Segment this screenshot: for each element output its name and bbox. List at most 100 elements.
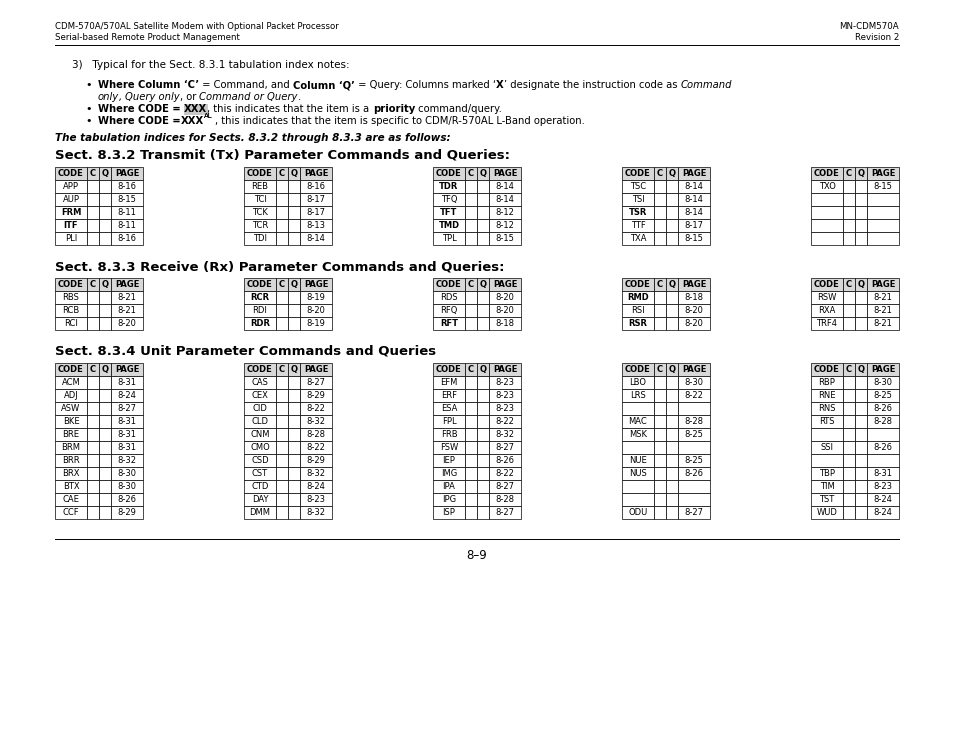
Bar: [866, 167, 898, 180]
Text: 8-14: 8-14: [495, 182, 514, 191]
Bar: [87, 167, 99, 180]
Text: 8-15: 8-15: [495, 234, 514, 243]
Bar: [678, 167, 709, 180]
Bar: [299, 441, 332, 454]
Bar: [866, 493, 898, 506]
Bar: [810, 428, 842, 441]
Bar: [854, 180, 866, 193]
Text: CLD: CLD: [252, 417, 268, 426]
Bar: [621, 506, 654, 519]
Text: The tabulation indices for Sects. 8.3.2 through 8.3.3 are as follows:: The tabulation indices for Sects. 8.3.2 …: [55, 133, 450, 143]
Text: RTS: RTS: [819, 417, 834, 426]
Bar: [621, 376, 654, 389]
Text: 8-27: 8-27: [684, 508, 702, 517]
Bar: [854, 415, 866, 428]
Bar: [854, 278, 866, 291]
Text: Serial-based Remote Product Management: Serial-based Remote Product Management: [55, 33, 239, 42]
Bar: [244, 402, 275, 415]
Text: 8-32: 8-32: [306, 417, 325, 426]
Text: IPA: IPA: [442, 482, 455, 491]
Text: 8-13: 8-13: [306, 221, 325, 230]
Bar: [99, 304, 111, 317]
Bar: [288, 389, 299, 402]
Bar: [288, 454, 299, 467]
Bar: [288, 278, 299, 291]
Bar: [244, 441, 275, 454]
Bar: [87, 180, 99, 193]
Bar: [55, 180, 87, 193]
Bar: [433, 232, 464, 245]
Bar: [87, 291, 99, 304]
Text: PAGE: PAGE: [870, 169, 894, 178]
Text: RSR: RSR: [628, 319, 647, 328]
Bar: [621, 291, 654, 304]
Text: ASW: ASW: [61, 404, 81, 413]
Bar: [288, 193, 299, 206]
Text: 8-15: 8-15: [117, 195, 136, 204]
Bar: [111, 180, 143, 193]
Bar: [866, 376, 898, 389]
Bar: [665, 193, 678, 206]
Text: Where: Where: [98, 116, 138, 126]
Text: TPL: TPL: [441, 234, 456, 243]
Text: 8-12: 8-12: [495, 221, 514, 230]
Bar: [433, 493, 464, 506]
Text: LBO: LBO: [629, 378, 646, 387]
Text: CTD: CTD: [251, 482, 269, 491]
Bar: [489, 167, 520, 180]
Text: X: X: [496, 80, 503, 90]
Bar: [433, 480, 464, 493]
Bar: [678, 454, 709, 467]
Bar: [433, 180, 464, 193]
Text: NUE: NUE: [628, 456, 646, 465]
Text: CODE: CODE: [813, 280, 839, 289]
Text: Command or Query: Command or Query: [199, 92, 297, 102]
Bar: [87, 506, 99, 519]
Bar: [621, 441, 654, 454]
Bar: [275, 167, 288, 180]
Bar: [842, 454, 854, 467]
Bar: [842, 206, 854, 219]
Text: C: C: [90, 280, 96, 289]
Bar: [111, 363, 143, 376]
Text: 8-29: 8-29: [117, 508, 136, 517]
Text: CAS: CAS: [252, 378, 268, 387]
Bar: [866, 304, 898, 317]
Bar: [810, 180, 842, 193]
Bar: [842, 304, 854, 317]
Bar: [654, 180, 665, 193]
Bar: [464, 389, 476, 402]
Text: ,: ,: [119, 92, 125, 102]
Text: CODE: CODE: [247, 169, 273, 178]
Text: BKE: BKE: [63, 417, 79, 426]
Text: Q: Q: [479, 365, 486, 374]
Bar: [244, 232, 275, 245]
Text: XXX: XXX: [184, 104, 208, 114]
Text: CODE: CODE: [813, 169, 839, 178]
Bar: [842, 232, 854, 245]
Bar: [244, 206, 275, 219]
Text: = Command, and: = Command, and: [199, 80, 293, 90]
Bar: [275, 193, 288, 206]
Bar: [99, 317, 111, 330]
Text: RMD: RMD: [626, 293, 648, 302]
Bar: [275, 389, 288, 402]
Bar: [99, 219, 111, 232]
Text: 8–9: 8–9: [466, 549, 487, 562]
Text: CODE: CODE: [436, 365, 461, 374]
Text: TSR: TSR: [628, 208, 646, 217]
Text: PAGE: PAGE: [114, 280, 139, 289]
Bar: [866, 317, 898, 330]
Text: CODE: CODE: [813, 365, 839, 374]
Bar: [854, 389, 866, 402]
Bar: [299, 232, 332, 245]
Bar: [111, 428, 143, 441]
Text: Query only: Query only: [125, 92, 180, 102]
Bar: [111, 206, 143, 219]
Bar: [621, 493, 654, 506]
Text: 8-27: 8-27: [117, 404, 136, 413]
Bar: [99, 363, 111, 376]
Bar: [244, 506, 275, 519]
Bar: [621, 415, 654, 428]
Text: 8-20: 8-20: [495, 306, 514, 315]
